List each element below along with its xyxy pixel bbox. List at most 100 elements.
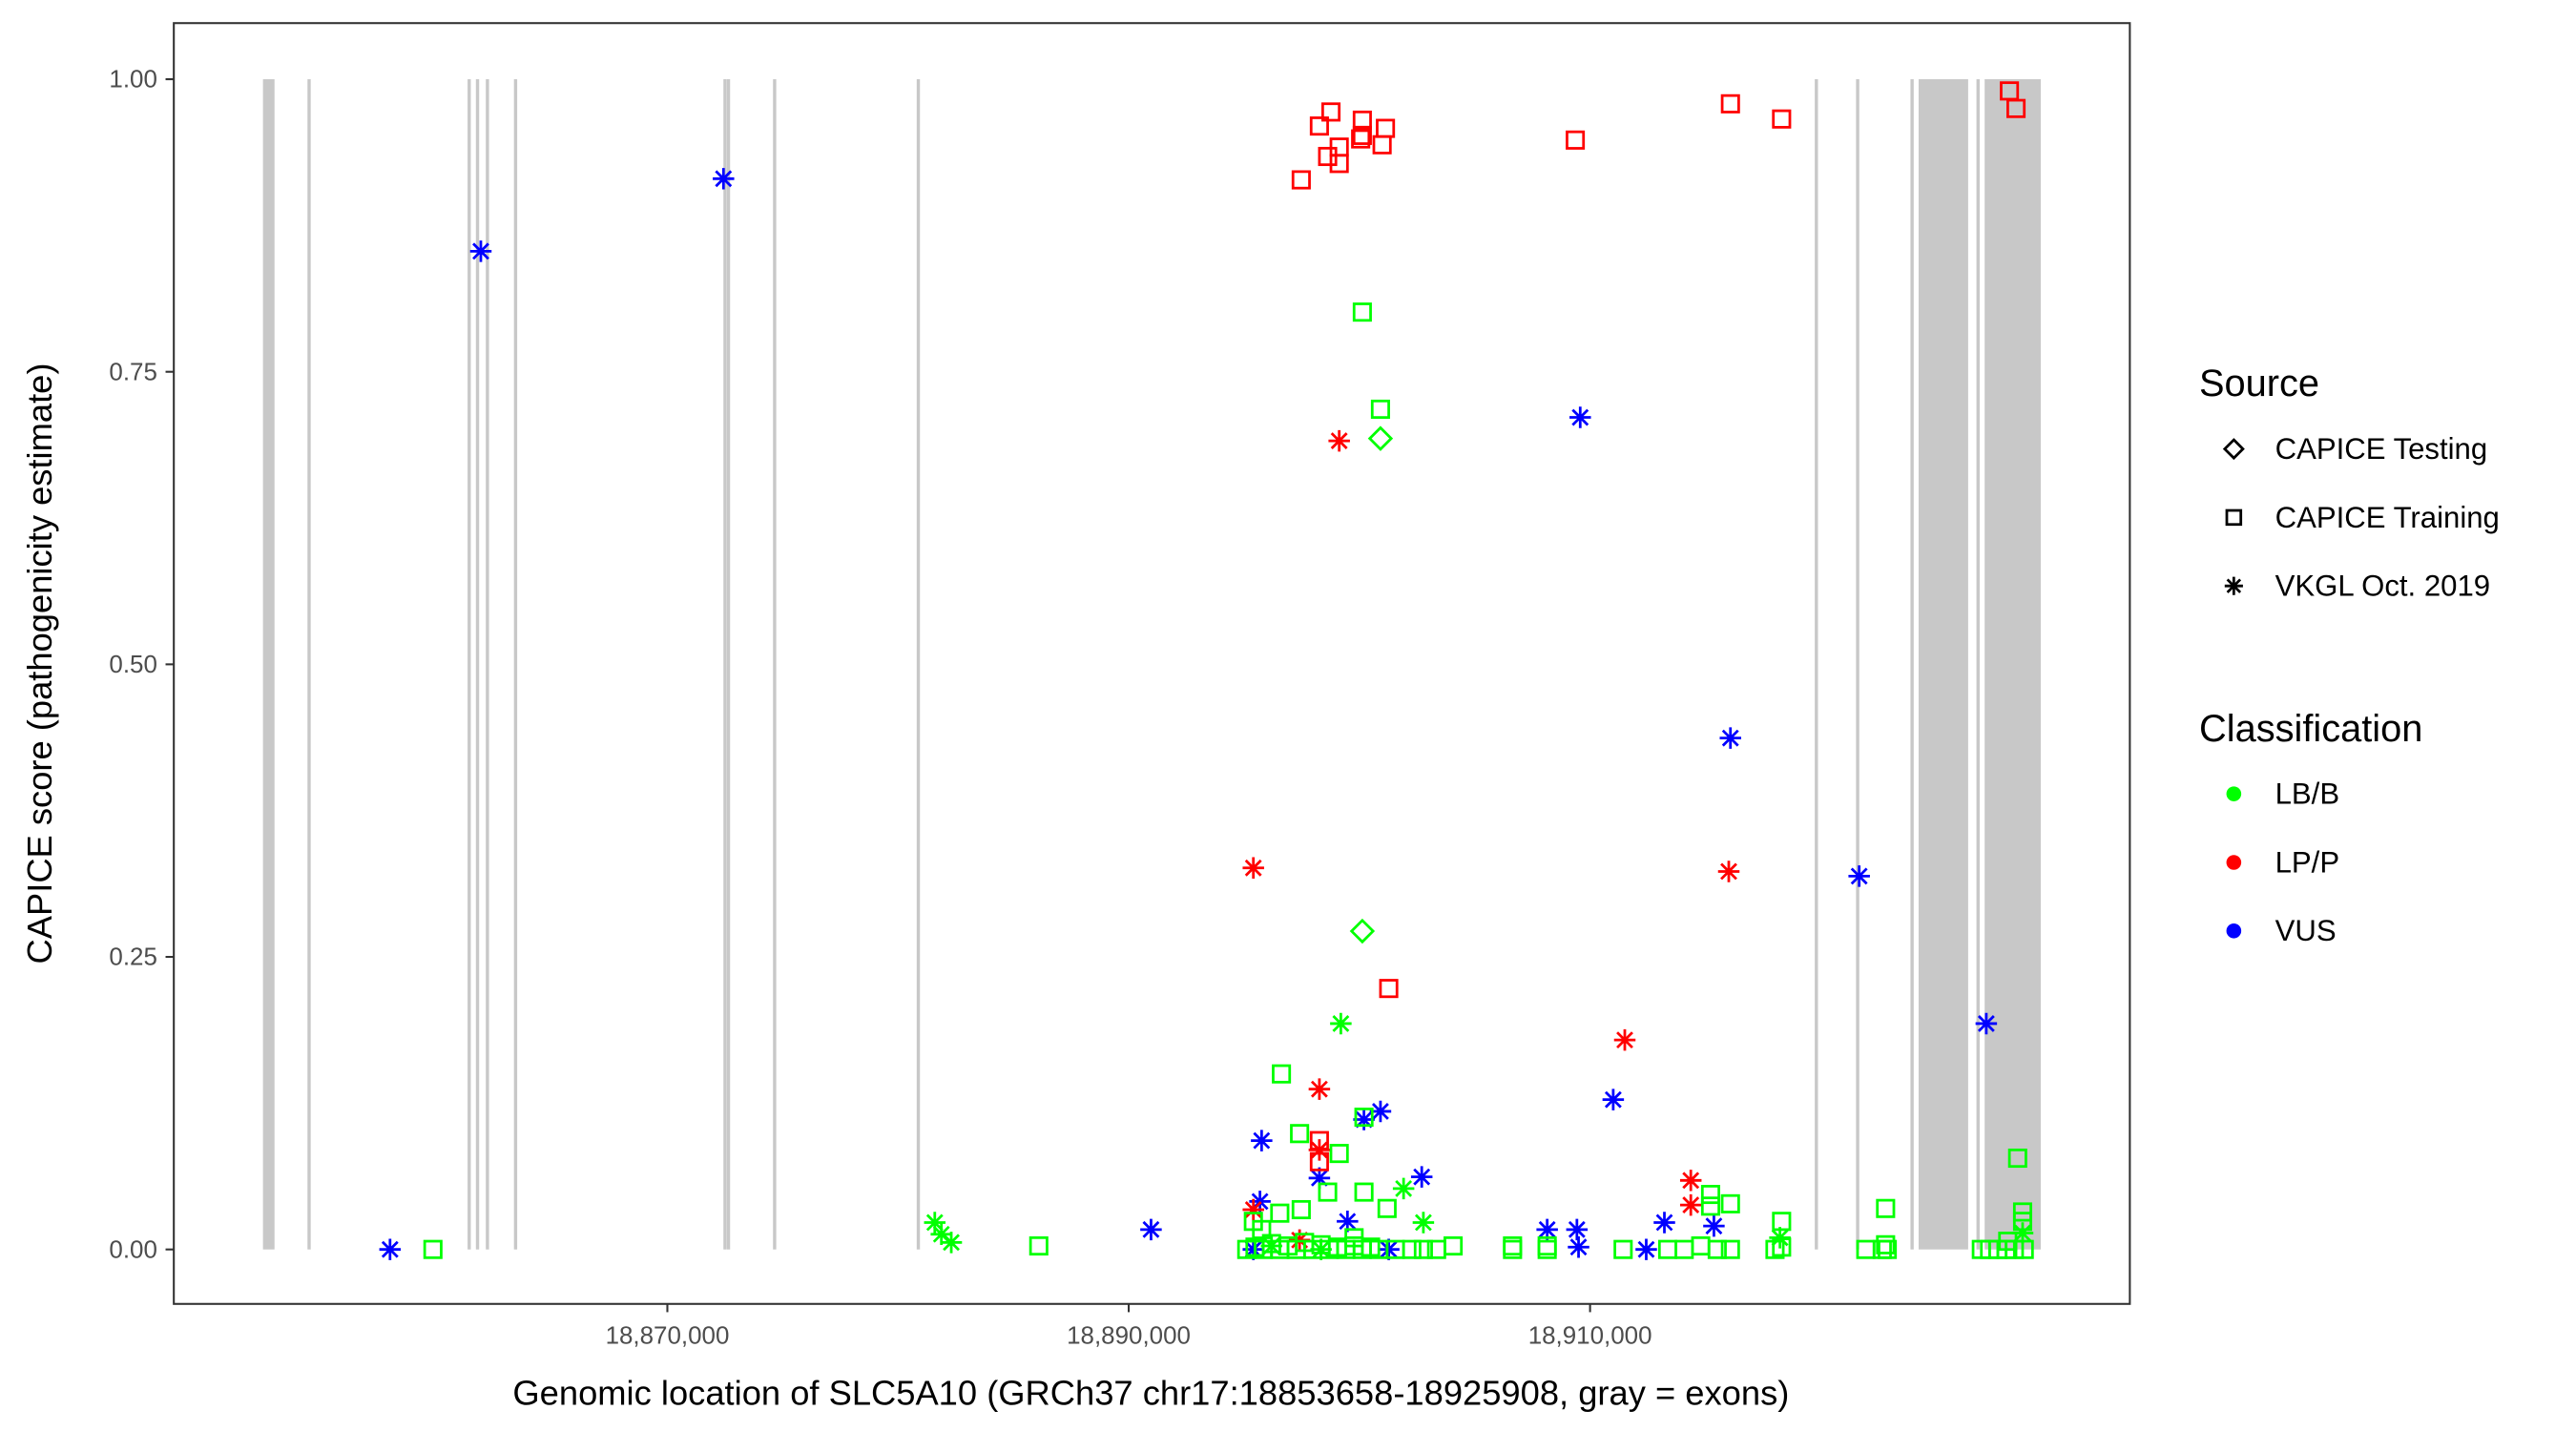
data-point-training-lb-b <box>1765 1239 1785 1259</box>
legend-classification-title: Classification <box>2199 708 2422 750</box>
data-point-vkgl-lp-p <box>1717 861 1740 882</box>
data-point-training-lb-b <box>1537 1235 1557 1256</box>
data-points <box>379 81 2034 1260</box>
legend-class-label: VUS <box>2275 914 2337 947</box>
legend: Source Classification CAPICE Testing CAPI… <box>2199 363 2500 947</box>
exon-band <box>307 79 311 1250</box>
data-point-vkgl-lb-b <box>940 1232 963 1254</box>
data-point-training-lb-b <box>1354 1108 1374 1128</box>
legend-source-label: VKGL Oct. 2019 <box>2275 570 2491 603</box>
data-point-training-lb-b <box>1878 1239 1898 1259</box>
data-point-vkgl-vus <box>379 1238 402 1260</box>
exon-band <box>773 79 777 1250</box>
data-point-vkgl-vus <box>1536 1218 1558 1241</box>
data-point-training-lb-b <box>1707 1239 1727 1259</box>
data-point-testing-lb-b <box>1349 918 1376 944</box>
data-point-training-lp-p <box>1291 170 1311 190</box>
exon-band <box>1984 79 2042 1250</box>
data-point-training-lp-p <box>1351 129 1371 149</box>
data-point-vkgl-vus <box>1353 1109 1375 1130</box>
legend-source-title: Source <box>2199 363 2319 404</box>
data-point-vkgl-vus <box>1975 1012 1998 1035</box>
y-tick-label: 0.00 <box>109 1236 156 1263</box>
data-point-vkgl-vus <box>1568 1235 1589 1258</box>
data-point-training-lb-b <box>2012 1212 2033 1232</box>
data-point-vkgl-lb-b <box>2011 1222 2034 1244</box>
data-point-training-lb-b <box>423 1239 443 1259</box>
data-point-training-lp-p <box>1320 102 1341 122</box>
data-point-training-lb-b <box>1720 1239 1740 1259</box>
data-point-vkgl-lb-b <box>1412 1212 1435 1234</box>
data-point-vkgl-lp-p <box>1308 1078 1331 1100</box>
data-point-training-lb-b <box>1876 1234 1896 1255</box>
data-point-training-lb-b <box>1413 1239 1433 1259</box>
data-point-vkgl-vus <box>1653 1212 1675 1234</box>
exon-band <box>475 79 480 1250</box>
exon-band <box>1918 79 1968 1250</box>
x-tick-label: 18,870,000 <box>606 1322 730 1349</box>
data-point-training-lp-p <box>1772 109 1792 129</box>
y-tick-label: 0.50 <box>109 652 156 678</box>
data-point-vkgl-lp-p <box>1679 1170 1702 1192</box>
data-point-vkgl-vus <box>1369 1100 1392 1123</box>
exon-band <box>1815 79 1818 1250</box>
exon-band <box>262 79 275 1250</box>
exon-band <box>1910 79 1914 1250</box>
data-point-training-lb-b <box>1370 399 1390 419</box>
data-point-training-lb-b <box>1377 1198 1397 1218</box>
legend-source-label: CAPICE Training <box>2275 501 2500 534</box>
data-point-vkgl-vus <box>1410 1166 1433 1188</box>
legend-square-icon <box>2225 508 2243 527</box>
data-point-training-lb-b <box>1876 1198 1896 1218</box>
data-point-training-lb-b <box>1772 1212 1792 1232</box>
y-tick-label: 0.75 <box>109 359 156 385</box>
data-point-vkgl-vus <box>1251 1130 1273 1151</box>
data-point-training-lb-b <box>1772 1237 1792 1257</box>
legend-dot-icon <box>2226 923 2242 939</box>
data-point-training-lp-p <box>1566 130 1586 150</box>
data-point-training-lb-b <box>1503 1239 1523 1259</box>
data-point-training-lb-b <box>1290 1124 1310 1144</box>
plot-panel-background <box>174 23 2130 1304</box>
y-axis-title: CAPICE score (pathogenicity estimate) <box>20 363 59 964</box>
legend-dot-icon <box>2226 855 2242 870</box>
data-point-vkgl-vus <box>1719 727 1741 749</box>
data-point-training-lb-b <box>1329 1144 1349 1164</box>
y-tick-label: 0.25 <box>109 944 156 971</box>
data-point-vkgl-vus <box>1602 1089 1625 1110</box>
legend-class-label: LP/P <box>2275 845 2339 879</box>
data-point-vkgl-vus <box>1378 1238 1400 1260</box>
data-point-vkgl-lb-b <box>930 1223 952 1245</box>
x-axis: 18,870,000 18,890,000 18,910,000 <box>606 1303 1652 1349</box>
legend-dot-icon <box>2226 786 2242 801</box>
data-point-vkgl-lp-p <box>1679 1193 1702 1216</box>
data-point-vkgl-vus <box>1337 1211 1359 1233</box>
data-point-vkgl-lb-b <box>1330 1012 1352 1035</box>
data-point-vkgl-vus <box>1308 1167 1331 1190</box>
legend-asterisk-icon <box>2224 576 2243 595</box>
exon-band <box>486 79 489 1250</box>
data-point-training-lb-b <box>1354 1182 1374 1202</box>
data-point-vkgl-vus <box>469 240 492 262</box>
data-point-training-lp-p <box>1309 116 1329 136</box>
data-point-training-lp-p <box>1309 1130 1329 1151</box>
data-point-training-lb-b <box>2005 1239 2025 1259</box>
data-point-vkgl-vus <box>1848 865 1870 887</box>
exon-band <box>723 79 727 1250</box>
data-point-training-lp-p <box>1352 125 1372 145</box>
data-point-training-lb-b <box>1720 1193 1740 1213</box>
data-point-training-lb-b <box>1426 1239 1446 1259</box>
data-point-vkgl-vus <box>713 168 735 190</box>
exon-band <box>467 79 471 1250</box>
data-point-vkgl-vus <box>1569 406 1591 428</box>
exon-band <box>513 79 518 1250</box>
data-point-vkgl-vus <box>1140 1218 1162 1241</box>
data-point-vkgl-vus <box>1703 1214 1725 1237</box>
data-point-training-lp-p <box>1329 154 1349 174</box>
data-point-vkgl-lp-p <box>1242 1198 1264 1221</box>
data-point-training-lb-b <box>1028 1235 1049 1256</box>
data-point-vkgl-lp-p <box>1613 1028 1636 1051</box>
data-point-testing-lb-b <box>1367 425 1394 451</box>
data-point-training-lb-b <box>1291 1199 1311 1220</box>
data-point-vkgl-vus <box>1566 1218 1589 1241</box>
